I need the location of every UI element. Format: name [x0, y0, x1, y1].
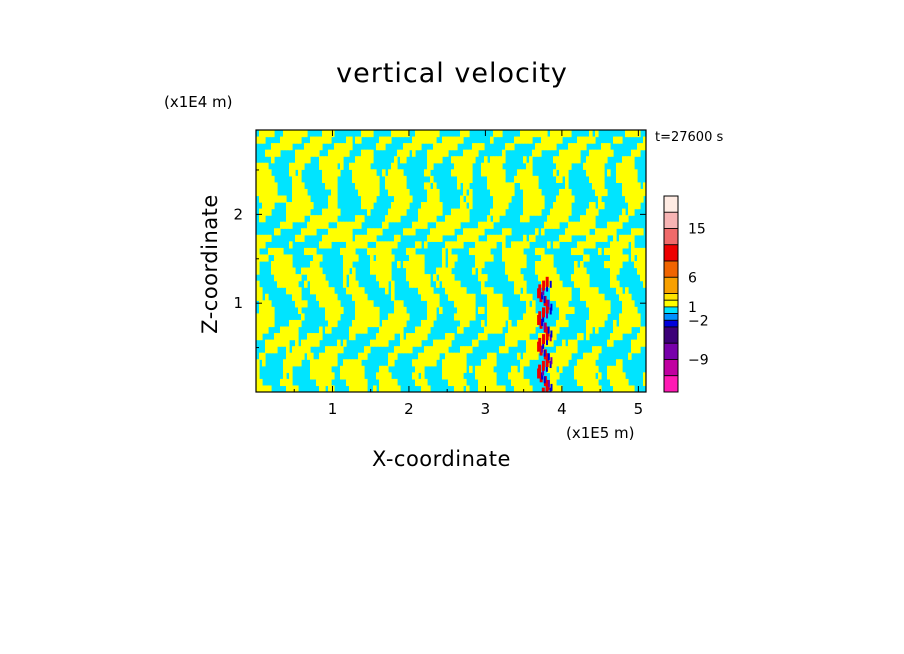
colorbar-level — [663, 276, 679, 294]
colorbar-label: −2 — [688, 313, 709, 329]
x-axis-unit: (x1E5 m) — [566, 424, 635, 442]
colorbar-label: −9 — [688, 353, 709, 369]
colorbar-level — [663, 359, 679, 377]
y-tick-label: 1 — [233, 294, 243, 312]
colorbar-level — [663, 319, 679, 328]
colorbar-level — [663, 293, 679, 301]
strong-velocity-feature — [537, 276, 553, 392]
x-tick-label: 5 — [634, 400, 644, 418]
colorbar-level — [663, 375, 679, 393]
colorbar-level — [663, 195, 679, 213]
x-tick-label: 4 — [557, 400, 567, 418]
colorbar-level — [663, 260, 679, 278]
colorbar-level — [663, 313, 679, 321]
x-tick-label: 1 — [328, 400, 338, 418]
plot-frame — [255, 129, 647, 393]
colorbar-label: 1 — [688, 300, 697, 316]
x-tick-label: 2 — [404, 400, 414, 418]
colorbar-level — [663, 306, 679, 315]
colorbar-label: 6 — [688, 270, 697, 286]
colorbar-level — [663, 326, 679, 344]
colorbar-level — [663, 228, 679, 246]
colorbar-label: 15 — [688, 222, 706, 238]
y-axis-unit: (x1E4 m) — [164, 93, 233, 111]
colorbar-level — [663, 299, 679, 308]
time-label: t=27600 s — [655, 130, 724, 145]
chart-title: vertical velocity — [336, 58, 568, 89]
colorbar: 15 6 1−2 −9 — [663, 195, 709, 393]
colorbar-level — [663, 244, 679, 262]
plot-axes: 1 2 3 4 5 1 2 — [233, 129, 647, 418]
colorbar-level — [663, 342, 679, 360]
y-tick-label: 2 — [233, 205, 243, 223]
velocity-field — [256, 130, 646, 392]
x-tick-label: 3 — [481, 400, 491, 418]
colorbar-level — [663, 211, 679, 229]
colorbar-frame — [663, 195, 679, 393]
x-axis-label: X-coordinate — [372, 447, 511, 471]
